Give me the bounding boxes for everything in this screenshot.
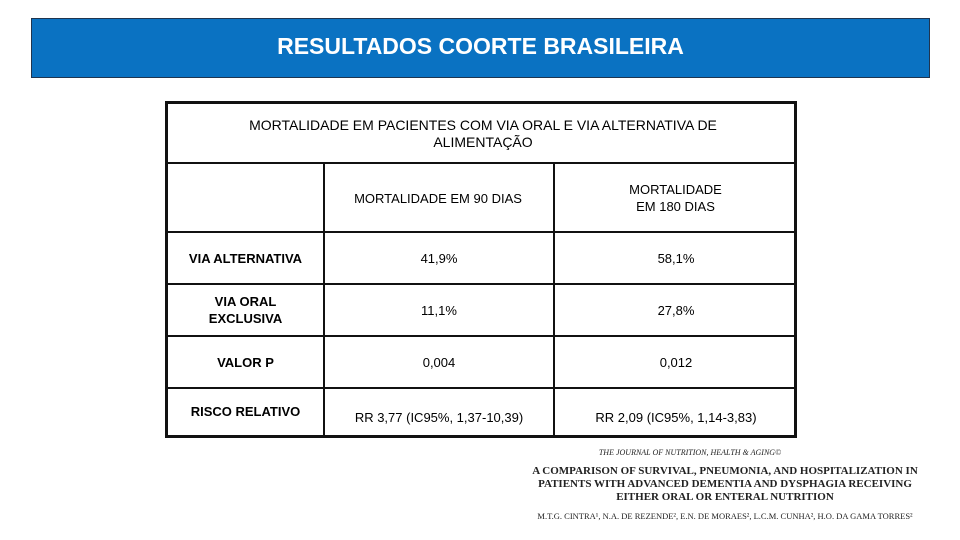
cell-180: 0,012 (659, 354, 693, 370)
title-banner: RESULTADOS COORTE BRASILEIRA (31, 18, 930, 78)
row-label: VIA ALTERNATIVA (188, 250, 303, 266)
row-label: RISCO RELATIVO (190, 403, 301, 419)
cell-90: RR 3,77 (IC95%, 1,37-10,39) (354, 409, 524, 425)
reference-citation: THE JOURNAL OF NUTRITION, HEALTH & AGING… (490, 448, 960, 521)
cell-180: 27,8% (657, 302, 695, 318)
row-label: VIA ORAL EXCLUSIVA (208, 294, 283, 326)
row-label: VALOR P (217, 354, 274, 370)
page-title: RESULTADOS COORTE BRASILEIRA (277, 32, 684, 59)
cell-180: RR 2,09 (IC95%, 1,14-3,83) (595, 409, 757, 425)
column-header-180-days: MORTALIDADE EM 180 DIAS (629, 182, 722, 214)
mortality-table: MORTALIDADE EM PACIENTES COM VIA ORAL E … (165, 101, 797, 438)
article-authors: M.T.G. CINTRA¹, N.A. DE REZENDE², E.N. D… (537, 511, 913, 521)
cell-90: 41,9% (420, 250, 458, 266)
cell-90: 11,1% (421, 302, 457, 318)
table-caption: MORTALIDADE EM PACIENTES COM VIA ORAL E … (249, 117, 717, 150)
column-header-90-days: MORTALIDADE EM 90 DIAS (354, 190, 522, 206)
cell-90: 0,004 (422, 354, 456, 370)
article-title: A COMPARISON OF SURVIVAL, PNEUMONIA, AND… (532, 465, 918, 503)
cell-180: 58,1% (657, 250, 695, 266)
journal-name: THE JOURNAL OF NUTRITION, HEALTH & AGING… (598, 448, 782, 457)
